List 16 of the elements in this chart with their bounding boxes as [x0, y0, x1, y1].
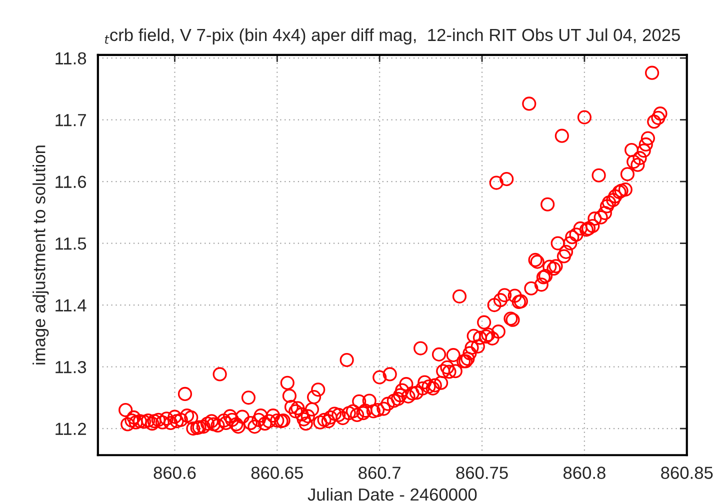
y-tick-label: 11.8	[56, 52, 86, 64]
y-tick-label: 11.7	[56, 114, 86, 126]
y-tick-label: 11.2	[56, 422, 86, 435]
y-tick-label: 11.6	[56, 176, 86, 188]
y-tick-label: 11.4	[56, 299, 86, 312]
x-axis-title: Julian Date - 2460000	[308, 488, 477, 501]
x-tick-label: 860.85	[661, 466, 713, 479]
x-tick-label: 860.8	[563, 466, 606, 479]
x-tick-label: 860.65	[251, 466, 303, 479]
x-tick-label: 860.6	[154, 466, 196, 479]
x-tick-label: 860.7	[358, 466, 400, 479]
y-tick-label: 11.5	[56, 238, 86, 250]
chart-title: $_{t}$crb field, V 7-pix (bin 4x4) aper diff mag, 12-inch RIT Obs UT Jul 04, 2025	[104, 28, 680, 45]
y-tick-label: 11.3	[56, 360, 86, 374]
y-axis-title: image adjustment to solution	[32, 146, 49, 364]
x-tick-label: 860.75	[456, 466, 508, 479]
